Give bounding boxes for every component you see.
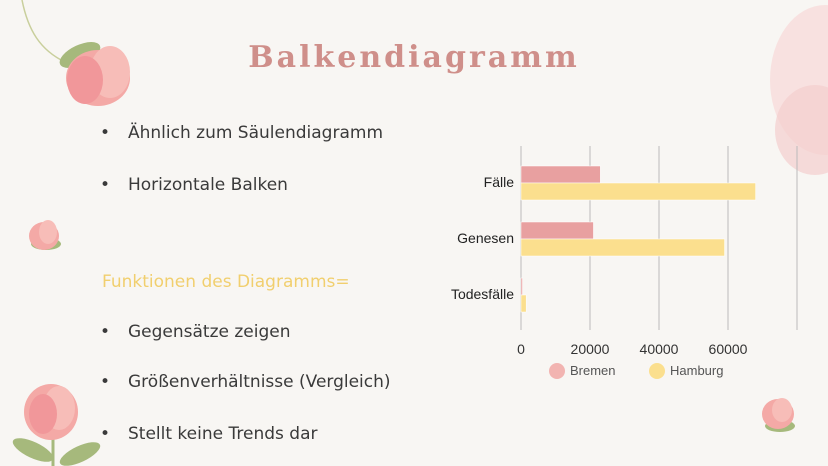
flower-bottom-left-decoration	[12, 384, 101, 466]
flower-bottom-right-decoration	[762, 398, 795, 432]
bar-bremen	[520, 277, 523, 296]
bar-hamburg	[520, 238, 725, 257]
flower-small-left-decoration	[29, 220, 61, 250]
x-tick-label: 0	[517, 341, 525, 357]
x-tick-label: 40000	[640, 341, 679, 357]
flower-top-right-decoration	[770, 5, 828, 175]
legend-swatch-bremen	[549, 363, 565, 379]
bullet-text: Ähnlich zum Säulendiagramm	[128, 123, 383, 143]
bar-hamburg	[520, 294, 527, 313]
legend-swatch-hamburg	[649, 363, 665, 379]
bar-chart: 0 20000 40000 60000 Fälle Genesen Todesfälle	[451, 146, 798, 357]
y-category-label: Todesfälle	[451, 286, 514, 302]
legend-label-bremen: Bremen	[570, 363, 616, 378]
y-category-label: Fälle	[484, 174, 515, 190]
bullet-text: Größenverhältnisse (Vergleich)	[128, 372, 391, 392]
bar-bremen	[520, 165, 601, 184]
bullet-text: Stellt keine Trends dar	[128, 424, 318, 444]
bar-hamburg	[520, 182, 756, 201]
y-category-label: Genesen	[457, 230, 514, 246]
slide-title: Balkendiagramm	[248, 40, 580, 75]
bullet-text: Gegensätze zeigen	[128, 322, 291, 342]
x-tick-label: 60000	[709, 341, 748, 357]
flower-top-left-decoration	[21, 0, 130, 106]
x-tick-label: 20000	[571, 341, 610, 357]
bullet-text: Horizontale Balken	[128, 175, 288, 195]
bar-bremen	[520, 221, 594, 240]
function-heading: Funktionen des Diagramms=	[102, 272, 350, 292]
legend-label-hamburg: Hamburg	[670, 363, 724, 378]
